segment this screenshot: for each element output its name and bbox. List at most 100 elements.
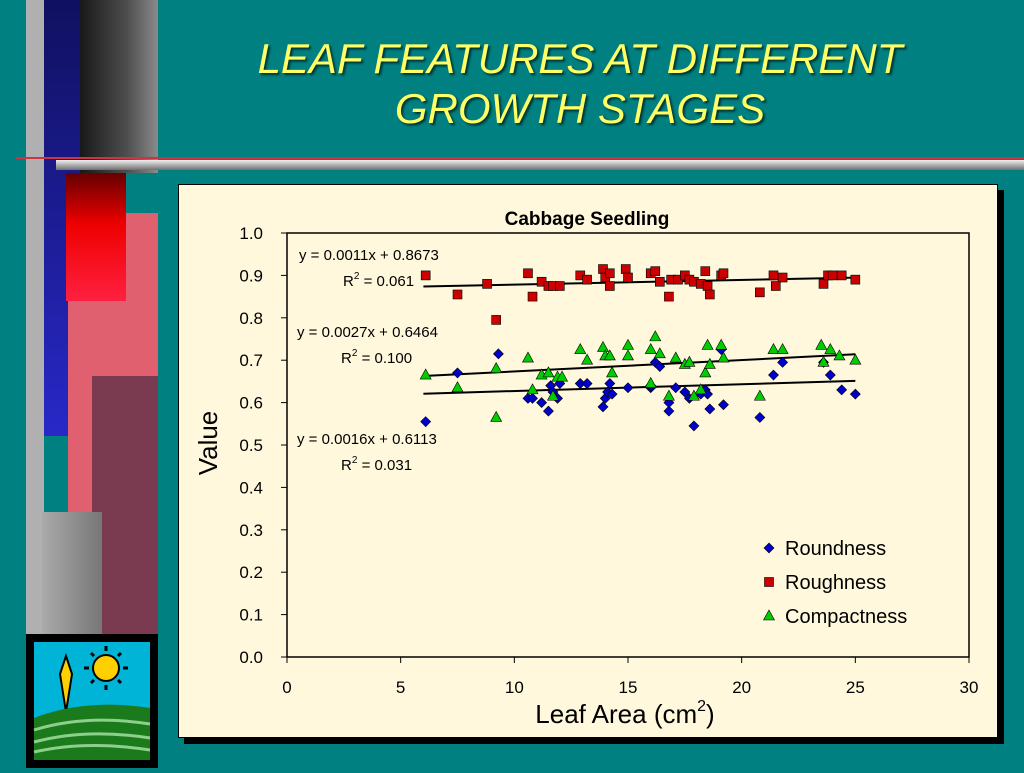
y-tick-label: 0.5 (239, 436, 263, 455)
data-point-compactness (644, 376, 657, 388)
x-axis-label: Leaf Area (cm2) (535, 698, 714, 729)
data-point-roughness (755, 287, 765, 298)
data-point-compactness (490, 362, 503, 373)
decorative-bar-maroon (92, 376, 158, 634)
divider-line (16, 157, 1024, 159)
data-point-compactness (574, 342, 587, 354)
x-tick-label: 10 (505, 678, 524, 697)
slide-title: LEAF FEATURES AT DIFFERENT GROWTH STAGES (180, 34, 980, 134)
data-point-roundness (597, 401, 609, 413)
data-point-roughness (655, 276, 665, 287)
data-point-compactness (596, 340, 610, 352)
data-point-roundness (581, 378, 593, 389)
data-point-compactness (703, 357, 716, 369)
data-point-roundness (670, 382, 682, 394)
data-point-compactness (824, 342, 837, 354)
r-squared-label: R (341, 350, 352, 367)
x-tick-label: 5 (396, 678, 405, 697)
equation-roughness: y = 0.0011x + 0.8673 (299, 247, 439, 264)
data-point-roundness (768, 369, 779, 381)
data-point-compactness (521, 351, 534, 363)
x-axis-label-sup: 2 (697, 698, 706, 715)
chart-frame: Cabbage Seedling 0.0 0.1 0.2 0.3 0.4 0.5 0.6 0.… (178, 184, 998, 738)
r-squared-sup: 2 (354, 271, 360, 282)
y-tick-label: 1.0 (239, 224, 263, 243)
data-point-roundness (836, 384, 848, 396)
slide-title-line2: GROWTH STAGES (394, 85, 766, 132)
data-point-compactness (669, 351, 682, 363)
data-point-compactness (581, 353, 594, 365)
data-point-roundness (824, 369, 836, 381)
data-point-roundness (420, 416, 432, 428)
data-point-roughness (620, 264, 631, 274)
data-point-roughness (777, 272, 788, 283)
data-point-compactness (603, 349, 616, 361)
data-point-roundness (527, 392, 538, 404)
data-point-roughness (770, 281, 781, 291)
data-point-compactness (753, 389, 766, 401)
data-point-roughness (818, 279, 829, 289)
trendline-compactness (423, 353, 856, 378)
data-point-roughness (605, 281, 615, 291)
r-squared-sup: 2 (352, 455, 358, 466)
data-point-compactness (683, 355, 696, 367)
data-point-roughness (491, 315, 501, 325)
y-tick-label: 0.3 (239, 521, 263, 540)
legend-label-roughness: Roughness (785, 572, 886, 594)
equation-compactness: y = 0.0027x + 0.6464 (297, 324, 438, 341)
data-point-compactness (687, 389, 700, 401)
data-point-roundness (663, 405, 675, 417)
legend-marker-compactness (762, 609, 776, 621)
data-point-roughness (705, 289, 715, 300)
y-tick-label: 0.6 (239, 394, 263, 413)
data-point-roughness (605, 268, 615, 279)
data-point-roundness (536, 397, 548, 409)
data-point-compactness (701, 338, 714, 350)
y-tick-label: 0.7 (239, 351, 263, 370)
slide-title-line1: LEAF FEATURES AT DIFFERENT (257, 35, 903, 82)
data-point-compactness (776, 342, 789, 354)
data-point-roundness (452, 367, 463, 379)
chart-title: Cabbage Seedling (505, 209, 670, 230)
data-point-roundness (754, 412, 766, 423)
data-point-compactness (653, 347, 666, 359)
data-point-roundness (849, 388, 861, 400)
data-point-roundness (622, 382, 634, 394)
data-point-compactness (526, 383, 539, 395)
scatter-chart: Cabbage Seedling 0.0 0.1 0.2 0.3 0.4 0.5 0.6 0.… (193, 209, 978, 729)
data-point-roughness (523, 268, 533, 279)
data-point-roughness (718, 268, 729, 279)
data-point-compactness (694, 383, 707, 395)
data-point-compactness (767, 342, 780, 354)
r-squared-roundness: R2 = 0.031 (341, 455, 412, 474)
data-point-roughness (420, 270, 431, 281)
data-point-roundness (654, 361, 666, 372)
x-tick-label: 25 (846, 678, 865, 697)
data-point-roughness (650, 266, 661, 276)
y-axis-label: Value (193, 411, 223, 476)
data-point-compactness (649, 330, 662, 342)
data-point-roughness (850, 274, 861, 285)
logo (26, 634, 158, 768)
r-squared-sup: 2 (352, 348, 358, 359)
divider-shadow (56, 160, 1024, 170)
data-point-compactness (606, 366, 619, 378)
y-tick-label: 0.2 (239, 563, 263, 582)
data-point-compactness (542, 366, 555, 378)
data-point-roundness (718, 399, 729, 411)
data-point-roughness (582, 274, 592, 285)
data-point-compactness (419, 368, 432, 380)
r-squared-roughness: R2 = 0.061 (343, 271, 414, 290)
y-tick-label: 0.4 (239, 478, 263, 497)
data-point-compactness (621, 349, 635, 361)
y-tick-label: 0.8 (239, 309, 263, 328)
data-point-roughness (827, 270, 838, 281)
x-tick-label: 20 (732, 678, 751, 697)
legend-marker-roundness (763, 542, 775, 554)
data-point-roughness (768, 270, 779, 281)
data-point-roundness (704, 403, 716, 415)
data-point-compactness (490, 410, 503, 422)
decorative-bar-red (66, 173, 126, 301)
data-point-roundness (777, 356, 789, 368)
data-point-roundness (543, 405, 554, 417)
